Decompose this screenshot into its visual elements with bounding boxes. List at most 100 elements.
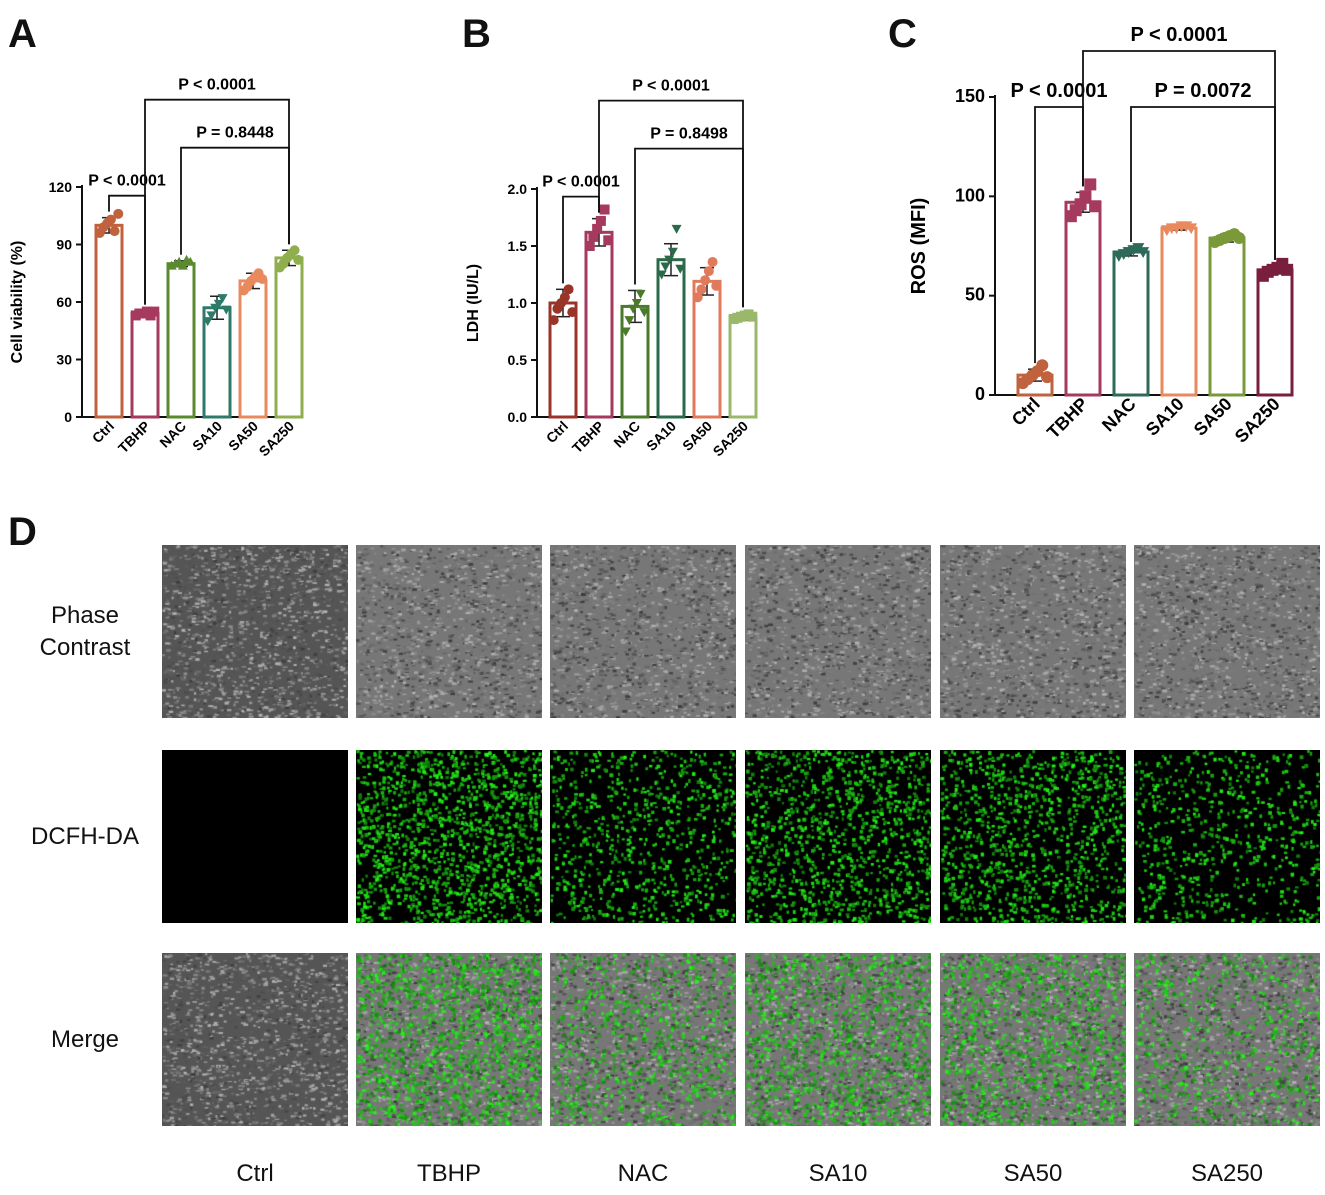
micrograph-tile <box>1134 545 1320 718</box>
micrograph-tile <box>356 750 542 923</box>
chart-b-point <box>603 235 614 246</box>
chart-b-point <box>664 255 675 265</box>
chart-b-y-tick-label: 1.0 <box>508 295 528 311</box>
chart-b-point <box>747 311 758 322</box>
chart-b-point <box>592 223 603 234</box>
panel-label-d: D <box>8 510 37 554</box>
chart-c-point <box>1041 371 1054 384</box>
chart-a-bar <box>94 223 124 419</box>
chart-c-y-tick-label: 100 <box>955 185 985 205</box>
chart-b-point <box>675 264 686 274</box>
chart-a-point <box>217 294 228 304</box>
micrograph-column-label: SA250 <box>1190 1160 1264 1187</box>
chart-a-x-tick-label: NAC <box>156 418 189 451</box>
chart-c-y-tick-label: 50 <box>965 285 985 305</box>
micrograph-column-label: SA10 <box>808 1160 868 1187</box>
chart-b-bar <box>620 304 650 419</box>
chart-b-point <box>624 316 635 326</box>
chart-b-x-tick-label: Ctrl <box>543 418 571 446</box>
chart-c-y-tick-label: 0 <box>975 384 985 404</box>
chart-a-point <box>289 245 300 256</box>
chart-a-p-value: P < 0.0001 <box>88 173 166 190</box>
chart-a-x-tick-label: SA250 <box>256 418 298 460</box>
chart-b-point <box>635 289 646 299</box>
chart-a-point <box>206 311 217 321</box>
chart-a-bar <box>238 279 268 419</box>
chart-c-x-tick-label: SA250 <box>1231 394 1284 447</box>
chart-c-bar <box>1256 268 1294 397</box>
chart-a-y-tick-label: 0 <box>64 409 72 425</box>
chart-b-bracket <box>598 99 744 308</box>
chart-b-point <box>639 308 650 318</box>
micrograph-tile <box>745 545 931 718</box>
chart-b-point <box>548 315 559 326</box>
panel-label-b: B <box>462 12 491 56</box>
micrograph-tile <box>550 953 736 1126</box>
chart-b-point <box>599 204 610 215</box>
chart-b-bar <box>728 315 758 419</box>
chart-a-point <box>177 260 188 270</box>
micrograph-tile <box>356 953 542 1126</box>
chart-a-y-tick-label: 120 <box>49 179 73 195</box>
micrograph-tile <box>356 545 542 718</box>
chart-c-y-tick-label: 150 <box>955 86 985 106</box>
chart-c-bar <box>1160 226 1198 397</box>
chart-c-x-tick-label: TBHP <box>1043 394 1092 443</box>
chart-b-point <box>703 266 714 277</box>
chart-b-bracket <box>634 147 744 308</box>
chart-c-point <box>1084 178 1097 191</box>
chart-b-x-tick-label: NAC <box>610 418 643 451</box>
chart-a-point <box>105 214 116 225</box>
micrograph-tile <box>745 750 931 923</box>
chart-b-point <box>711 280 722 291</box>
chart-c-p-value: P = 0.0072 <box>1155 80 1252 102</box>
chart-b-y-tick-label: 2.0 <box>508 181 528 197</box>
chart-a-y-tick-label: 60 <box>56 294 72 310</box>
micrograph-tile <box>940 953 1126 1126</box>
chart-c-point <box>1185 223 1198 235</box>
chart-c-point <box>1233 232 1246 245</box>
chart-c-point <box>1036 359 1049 372</box>
chart-b-p-value: P = 0.8498 <box>650 126 728 143</box>
micrograph-tile <box>550 750 736 923</box>
chart-a-point <box>221 305 232 315</box>
micrograph-tile <box>162 953 348 1126</box>
chart-c-bar <box>1112 250 1150 397</box>
chart-c-x-tick-label: NAC <box>1098 394 1140 436</box>
micrograph-column-label: TBHP <box>416 1160 481 1187</box>
chart-b-point <box>595 215 606 226</box>
chart-b-y-tick-label: 1.5 <box>508 238 528 254</box>
chart-a-y-tick-label: 30 <box>56 352 72 368</box>
chart-a-point <box>149 306 160 317</box>
chart-b-y-tick-label: 0.0 <box>508 409 528 425</box>
chart-c-bracket <box>1082 50 1276 260</box>
chart-c-y-label: ROS (MFI) <box>908 198 930 295</box>
chart-b-p-value: P < 0.0001 <box>542 174 620 191</box>
chart-c-point <box>1137 247 1150 258</box>
chart-b-x-tick-label: TBHP <box>569 418 607 456</box>
chart-a-x-tick-label: Ctrl <box>89 418 117 446</box>
micrograph-column-label: Ctrl <box>236 1160 274 1187</box>
chart-c-p-value: P < 0.0001 <box>1011 80 1108 102</box>
chart-b-point <box>620 327 631 337</box>
chart-c-point <box>1089 200 1102 213</box>
micrograph-column-label: NAC <box>617 1160 669 1187</box>
chart-a-y-tick-label: 90 <box>56 237 72 253</box>
micrograph-row-label: Merge <box>50 1025 120 1053</box>
chart-b-point <box>692 292 703 303</box>
chart-b-point <box>567 307 578 318</box>
chart-b-point <box>656 270 667 280</box>
chart-b-y-tick-label: 0.5 <box>508 352 528 368</box>
chart-a-point <box>257 274 268 284</box>
micrograph-row-label: Phase Contrast <box>39 601 131 661</box>
micrograph-tile <box>940 750 1126 923</box>
micrograph-tile <box>1134 750 1320 923</box>
chart-b-x-tick-label: SA250 <box>710 418 752 460</box>
chart-b-point <box>559 292 570 303</box>
chart-a-point <box>213 299 224 309</box>
chart-b-point <box>667 247 678 257</box>
micrograph-tile <box>162 545 348 718</box>
micrograph-tile <box>162 750 348 923</box>
chart-a-p-value: P < 0.0001 <box>178 77 256 94</box>
